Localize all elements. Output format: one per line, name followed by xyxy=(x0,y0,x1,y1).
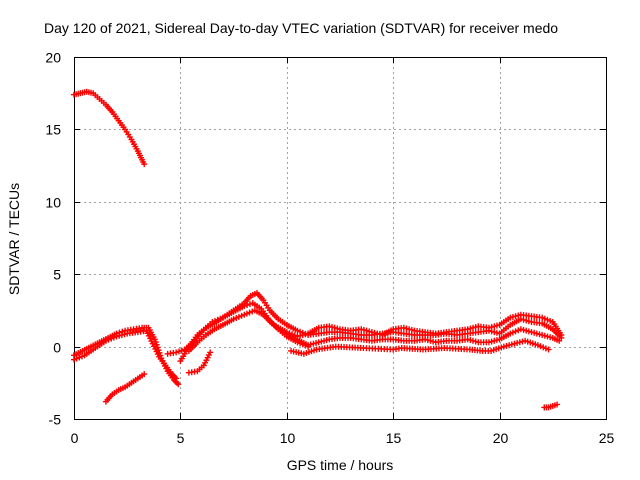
series-late-low xyxy=(541,401,561,411)
x-tick-label: 5 xyxy=(177,430,185,446)
data-point xyxy=(141,371,148,378)
series-main-c xyxy=(273,311,565,340)
data-point xyxy=(173,349,180,356)
y-tick-label: 0 xyxy=(53,340,61,356)
y-tick-label: 20 xyxy=(45,50,61,66)
y-tick-label: -5 xyxy=(49,412,62,428)
data-point xyxy=(141,161,148,168)
y-tick-label: 15 xyxy=(45,122,61,138)
x-tick-label: 10 xyxy=(280,430,296,446)
series-scatter-low xyxy=(288,337,552,357)
x-tick-label: 25 xyxy=(599,430,615,446)
chart-title: Day 120 of 2021, Sidereal Day-to-day VTE… xyxy=(44,20,558,36)
data-point xyxy=(556,337,563,344)
x-tick-label: 0 xyxy=(71,430,79,446)
plot-frame xyxy=(74,57,607,420)
data-points xyxy=(71,88,565,411)
series-band-b xyxy=(71,327,180,382)
data-point xyxy=(173,375,180,382)
y-tick-label: 5 xyxy=(53,267,61,283)
axis-ticks: 0 5 10 15 20 25 -5 0 5 10 15 20 xyxy=(45,50,614,447)
series-short-low xyxy=(185,349,214,376)
series-main-a xyxy=(177,290,565,365)
x-axis-label: GPS time / hours xyxy=(287,457,394,473)
data-point xyxy=(558,332,565,339)
data-point xyxy=(554,401,561,408)
data-point xyxy=(178,347,185,354)
series-early-high xyxy=(71,88,148,168)
data-point xyxy=(175,381,182,388)
series-early-low xyxy=(102,371,148,405)
data-point xyxy=(207,349,214,356)
x-tick-label: 15 xyxy=(386,430,402,446)
gridlines xyxy=(74,57,606,419)
y-tick-label: 10 xyxy=(45,195,61,211)
data-point xyxy=(175,348,182,355)
x-tick-label: 20 xyxy=(493,430,509,446)
data-point xyxy=(545,346,552,353)
y-axis-label: SDTVAR / TECUs xyxy=(6,183,22,295)
